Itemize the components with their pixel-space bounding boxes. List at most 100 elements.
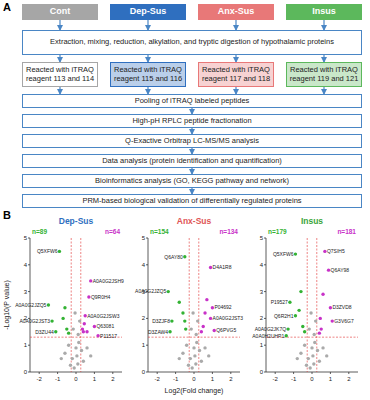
- protein-point: [189, 357, 192, 360]
- count-label: n=179: [268, 228, 287, 235]
- arrow: [235, 20, 236, 30]
- protein-point: [65, 327, 68, 330]
- arrow: [323, 87, 324, 94]
- step-box: PRM-based biological validation of diffe…: [22, 194, 362, 208]
- count-label: n=64: [105, 228, 120, 235]
- x-tick-label: -2: [37, 376, 43, 382]
- volcano-plot: Insusn=179n=181012345-2-1012Q5XFW6Q7SIH5…: [252, 216, 358, 382]
- point-label: A0A0G2JSW3: [87, 313, 119, 319]
- protein-point: [72, 327, 75, 330]
- protein-point: [50, 319, 53, 322]
- protein-point: [319, 317, 322, 320]
- point-label: A0A0G2JZQ5: [15, 302, 46, 308]
- x-tick-label: 2: [229, 376, 233, 382]
- x-tick: [275, 372, 276, 374]
- protein-point: [181, 311, 184, 314]
- y-tick: [28, 291, 30, 292]
- protein-point: [311, 354, 314, 357]
- protein-point: [203, 311, 206, 314]
- protein-point: [308, 366, 311, 369]
- protein-point: [67, 344, 70, 347]
- x-tick: [175, 372, 176, 374]
- point-label: A0A0H2UHP1: [252, 333, 284, 339]
- panel-label: B: [3, 209, 11, 221]
- protein-point: [313, 333, 316, 336]
- protein-point: [203, 346, 206, 349]
- y-tick-label: 0: [142, 369, 146, 375]
- protein-point: [190, 366, 193, 369]
- point-label: D4A1R8: [213, 264, 232, 270]
- protein-point: [193, 354, 196, 357]
- step-box: Pooling of iTRAQ labeled peptides: [22, 94, 362, 108]
- protein-point: [205, 298, 208, 301]
- y-tick-label: 4: [24, 262, 28, 268]
- protein-point: [321, 346, 324, 349]
- protein-point: [76, 362, 79, 365]
- point-label: Q7SIH5: [327, 248, 345, 254]
- protein-point: [77, 341, 80, 344]
- group-box: Dep-Sus: [110, 4, 186, 20]
- x-tick-label: 1: [93, 376, 97, 382]
- protein-point: [190, 327, 193, 330]
- point-label: Q6PVG5: [216, 327, 236, 333]
- protein-point: [72, 366, 75, 369]
- arrow: [147, 87, 148, 94]
- fc-threshold: [307, 238, 308, 372]
- protein-point: [89, 354, 92, 357]
- x-tick-label: 2: [111, 376, 115, 382]
- marks: [266, 238, 358, 372]
- x-axis-label: Log2(Fold change): [165, 387, 224, 395]
- y-tick-label: 1: [24, 342, 28, 348]
- x-tick-label: 2: [347, 376, 351, 382]
- protein-point: [78, 319, 81, 322]
- protein-point: [71, 357, 74, 360]
- reagent-box: Reacted with iTRAQ reagent 119 and 121: [286, 62, 362, 87]
- protein-point: [294, 252, 297, 255]
- x-tick: [330, 372, 331, 374]
- x-tick: [293, 372, 294, 374]
- x-tick-label: 1: [329, 376, 333, 382]
- protein-point: [81, 327, 84, 330]
- protein-point: [73, 311, 76, 314]
- protein-point: [183, 319, 186, 322]
- protein-point: [297, 309, 300, 312]
- protein-point: [285, 334, 288, 337]
- y-tick: [146, 345, 148, 346]
- x-tick: [112, 372, 113, 374]
- y-tick-label: 2: [260, 315, 264, 321]
- protein-point: [200, 360, 203, 363]
- point-label: P04692: [214, 304, 231, 310]
- protein-point: [313, 341, 316, 344]
- protein-point: [318, 331, 321, 334]
- y-tick: [146, 318, 148, 319]
- protein-point: [303, 330, 306, 333]
- step-box: Bioinformatics analysis (GO, KEGG pathwa…: [22, 174, 362, 188]
- figure: Dep-Susn=89n=64012345-2-1012-Log10(P val…: [0, 0, 370, 400]
- x-tick: [348, 372, 349, 374]
- protein-point: [195, 341, 198, 344]
- count-label: n=154: [150, 228, 169, 235]
- arrow: [59, 87, 60, 94]
- protein-point: [207, 354, 210, 357]
- protein-point: [194, 362, 197, 365]
- reagent-box: Reacted with iTRAQ reagent 117 and 118: [198, 62, 274, 87]
- y-tick: [28, 264, 30, 265]
- point-label: Q5XFW6: [273, 251, 294, 257]
- protein-point: [196, 319, 199, 322]
- fc-threshold: [189, 238, 190, 372]
- protein-point: [318, 360, 321, 363]
- protein-point: [168, 330, 171, 333]
- point-label: Q6R2H1: [274, 313, 294, 319]
- protein-point: [184, 327, 187, 330]
- x-tick-label: 0: [192, 376, 196, 382]
- point-label: P19527: [271, 299, 288, 305]
- protein-point: [310, 346, 313, 349]
- protein-point: [198, 349, 201, 352]
- y-tick-label: 3: [24, 289, 28, 295]
- protein-point: [202, 325, 205, 328]
- x-tick: [57, 372, 58, 374]
- x-tick-label: 0: [74, 376, 78, 382]
- protein-point: [67, 331, 70, 334]
- y-tick-label: 0: [24, 369, 28, 375]
- step-box: High-pH RPLC peptide fractionation: [22, 114, 362, 128]
